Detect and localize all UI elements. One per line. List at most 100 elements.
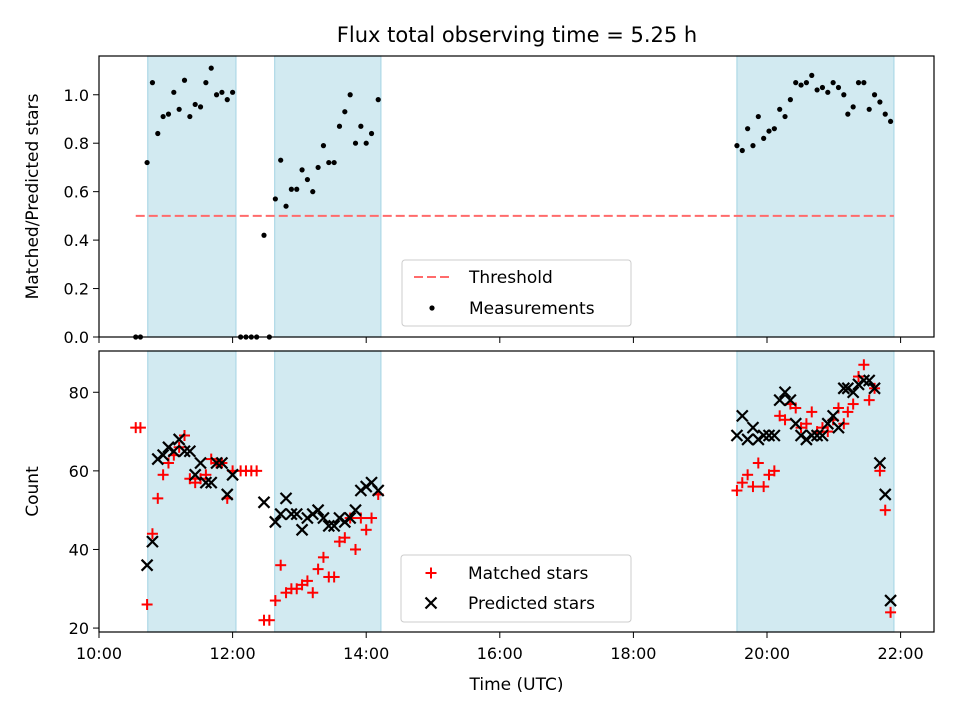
bottom-predicted-stars-point-32 <box>343 511 357 525</box>
bottom-matched-stars-point-1 <box>134 422 146 434</box>
bottom-matched-stars-point-34 <box>317 551 329 563</box>
bottom-predicted-stars-point-11 <box>199 476 213 489</box>
bottom-predicted-stars-point-27 <box>317 511 330 525</box>
bottom-predicted-stars-point-45 <box>768 429 781 442</box>
bottom-predicted-stars-point-41 <box>746 421 760 434</box>
bottom-xtick-label-5: 20:00 <box>744 644 790 663</box>
bottom-predicted-stars-point-46 <box>773 393 786 407</box>
bottom-legend: Matched stars Predicted stars <box>400 554 632 623</box>
top-measurements-point-72 <box>877 99 883 105</box>
top-legend-item-0: Threshold <box>414 268 553 288</box>
top-ytick-label-1: 0.2 <box>64 280 89 299</box>
bottom-predicted-stars-point-48 <box>784 393 797 407</box>
bottom-predicted-stars-point-20 <box>279 492 293 505</box>
top-y-axis-label: Matched/Predicted stars <box>23 93 43 299</box>
top-measurements-point-39 <box>347 92 353 98</box>
top-measurements-point-38 <box>342 109 348 115</box>
top-measurements-point-9 <box>181 77 188 83</box>
top-legend: Threshold Measurements <box>401 259 632 327</box>
top-panel: 0.0 0.2 0.4 0.6 0.8 1.0 Matched/Predicted sta… <box>23 55 935 347</box>
top-measurements-point-12 <box>197 104 204 110</box>
top-measurements-point-43 <box>368 130 375 137</box>
top-measurements-point-64 <box>835 84 842 91</box>
bottom-xtick-label-0: 10:00 <box>76 644 122 663</box>
bottom-predicted-stars-point-16 <box>226 468 239 482</box>
top-measurements-point-27 <box>283 203 289 209</box>
bottom-predicted-stars-point-66 <box>878 488 892 501</box>
bottom-predicted-stars-point-17 <box>257 496 271 509</box>
top-measurements-point-2 <box>144 159 150 166</box>
bottom-matched-stars-point-48 <box>747 481 759 493</box>
bottom-matched-stars-point-58 <box>800 418 812 430</box>
top-measurements-point-7 <box>171 89 177 95</box>
bottom-y-axis-label: Count <box>23 466 43 517</box>
bottom-predicted-stars-point-49 <box>789 417 803 430</box>
top-measurements-point-36 <box>331 159 337 166</box>
bottom-matched-stars-point-50 <box>758 481 770 493</box>
figure-title: Flux total observing time = 5.25 h <box>337 23 697 47</box>
bottom-predicted-stars-point-53 <box>810 429 824 442</box>
bottom-panel: 20 40 60 80 10:00 12:00 14:00 16:00 18:00 20:00 22… <box>23 350 935 695</box>
bottom-predicted-stars-point-63 <box>862 374 876 387</box>
top-observation-band-2 <box>736 55 895 338</box>
bottom-predicted-stars-point-29 <box>327 519 341 533</box>
bottom-xtick-label-3: 16:00 <box>477 644 523 663</box>
top-ytick-label-2: 0.4 <box>64 231 89 250</box>
top-measurements-point-59 <box>809 72 815 78</box>
top-measurements-point-4 <box>155 130 161 137</box>
top-legend-label-1: Measurements <box>469 299 595 319</box>
top-measurements-point-51 <box>766 128 772 134</box>
bottom-predicted-stars-point-28 <box>322 519 336 533</box>
bottom-matched-stars-point-49 <box>752 457 764 469</box>
legend-dot-swatch <box>429 305 435 311</box>
bottom-matched-stars-point-32 <box>307 587 319 599</box>
bottom-matched-stars-point-45 <box>731 485 743 497</box>
bottom-predicted-stars-point-23 <box>295 523 309 537</box>
bottom-ytick-label-2: 60 <box>69 462 89 481</box>
bottom-matched-stars-point-43 <box>366 512 378 524</box>
top-measurements-point-58 <box>803 80 810 86</box>
top-tick-labels: 0.0 0.2 0.4 0.6 0.8 1.0 <box>64 86 89 347</box>
top-measurements-point-61 <box>819 84 826 91</box>
bottom-matched-stars-point-24 <box>263 614 275 626</box>
bottom-matched-stars-point-47 <box>742 469 754 481</box>
top-observation-bands <box>147 55 895 338</box>
top-measurements-point-52 <box>771 126 777 132</box>
bottom-matched-stars-point-5 <box>157 469 169 481</box>
bottom-predicted-stars-point-7 <box>178 444 191 458</box>
bottom-predicted-stars-point-8 <box>183 444 197 458</box>
top-legend-item-1: Measurements <box>429 299 595 319</box>
bottom-matched-stars-point-54 <box>779 414 791 426</box>
top-measurement-points <box>133 65 894 340</box>
top-measurements-point-18 <box>230 89 236 95</box>
top-ytick-label-0: 0.0 <box>64 328 89 347</box>
bottom-matched-stars-point-42 <box>360 524 372 536</box>
top-measurements-point-56 <box>793 80 799 86</box>
top-observation-band-1 <box>274 55 382 338</box>
top-measurements-point-55 <box>787 97 793 103</box>
bottom-xtick-label-6: 22:00 <box>878 644 924 663</box>
bottom-predicted-stars-point-55 <box>821 417 835 430</box>
top-measurements-point-8 <box>176 106 182 112</box>
bottom-predicted-stars-point-37 <box>371 484 385 497</box>
top-measurements-point-71 <box>871 92 878 98</box>
top-measurements-point-17 <box>224 97 230 103</box>
top-measurements-point-29 <box>294 186 300 192</box>
bottom-xtick-label-4: 18:00 <box>610 644 656 663</box>
bottom-xtick-label-1: 12:00 <box>210 644 256 663</box>
bottom-legend-label-0: Matched stars <box>468 564 588 584</box>
bottom-legend-label-1: Predicted stars <box>468 594 595 614</box>
bottom-predicted-stars-point-33 <box>349 503 362 517</box>
bottom-matched-stars-point-36 <box>328 571 340 583</box>
bottom-ytick-label-1: 40 <box>69 540 89 559</box>
bottom-matched-stars-point-69 <box>858 359 870 371</box>
top-measurements-point-15 <box>213 92 220 98</box>
bottom-matched-stars-point-46 <box>736 477 748 489</box>
bottom-predicted-stars-point-44 <box>762 429 776 442</box>
bottom-matched-stars-point-73 <box>879 504 891 516</box>
bottom-predicted-stars-point-43 <box>757 429 770 442</box>
bottom-legend-box <box>400 554 632 623</box>
top-measurements-point-6 <box>165 111 172 117</box>
top-measurements-point-62 <box>825 89 831 95</box>
bottom-predicted-stars-point-54 <box>816 429 829 442</box>
